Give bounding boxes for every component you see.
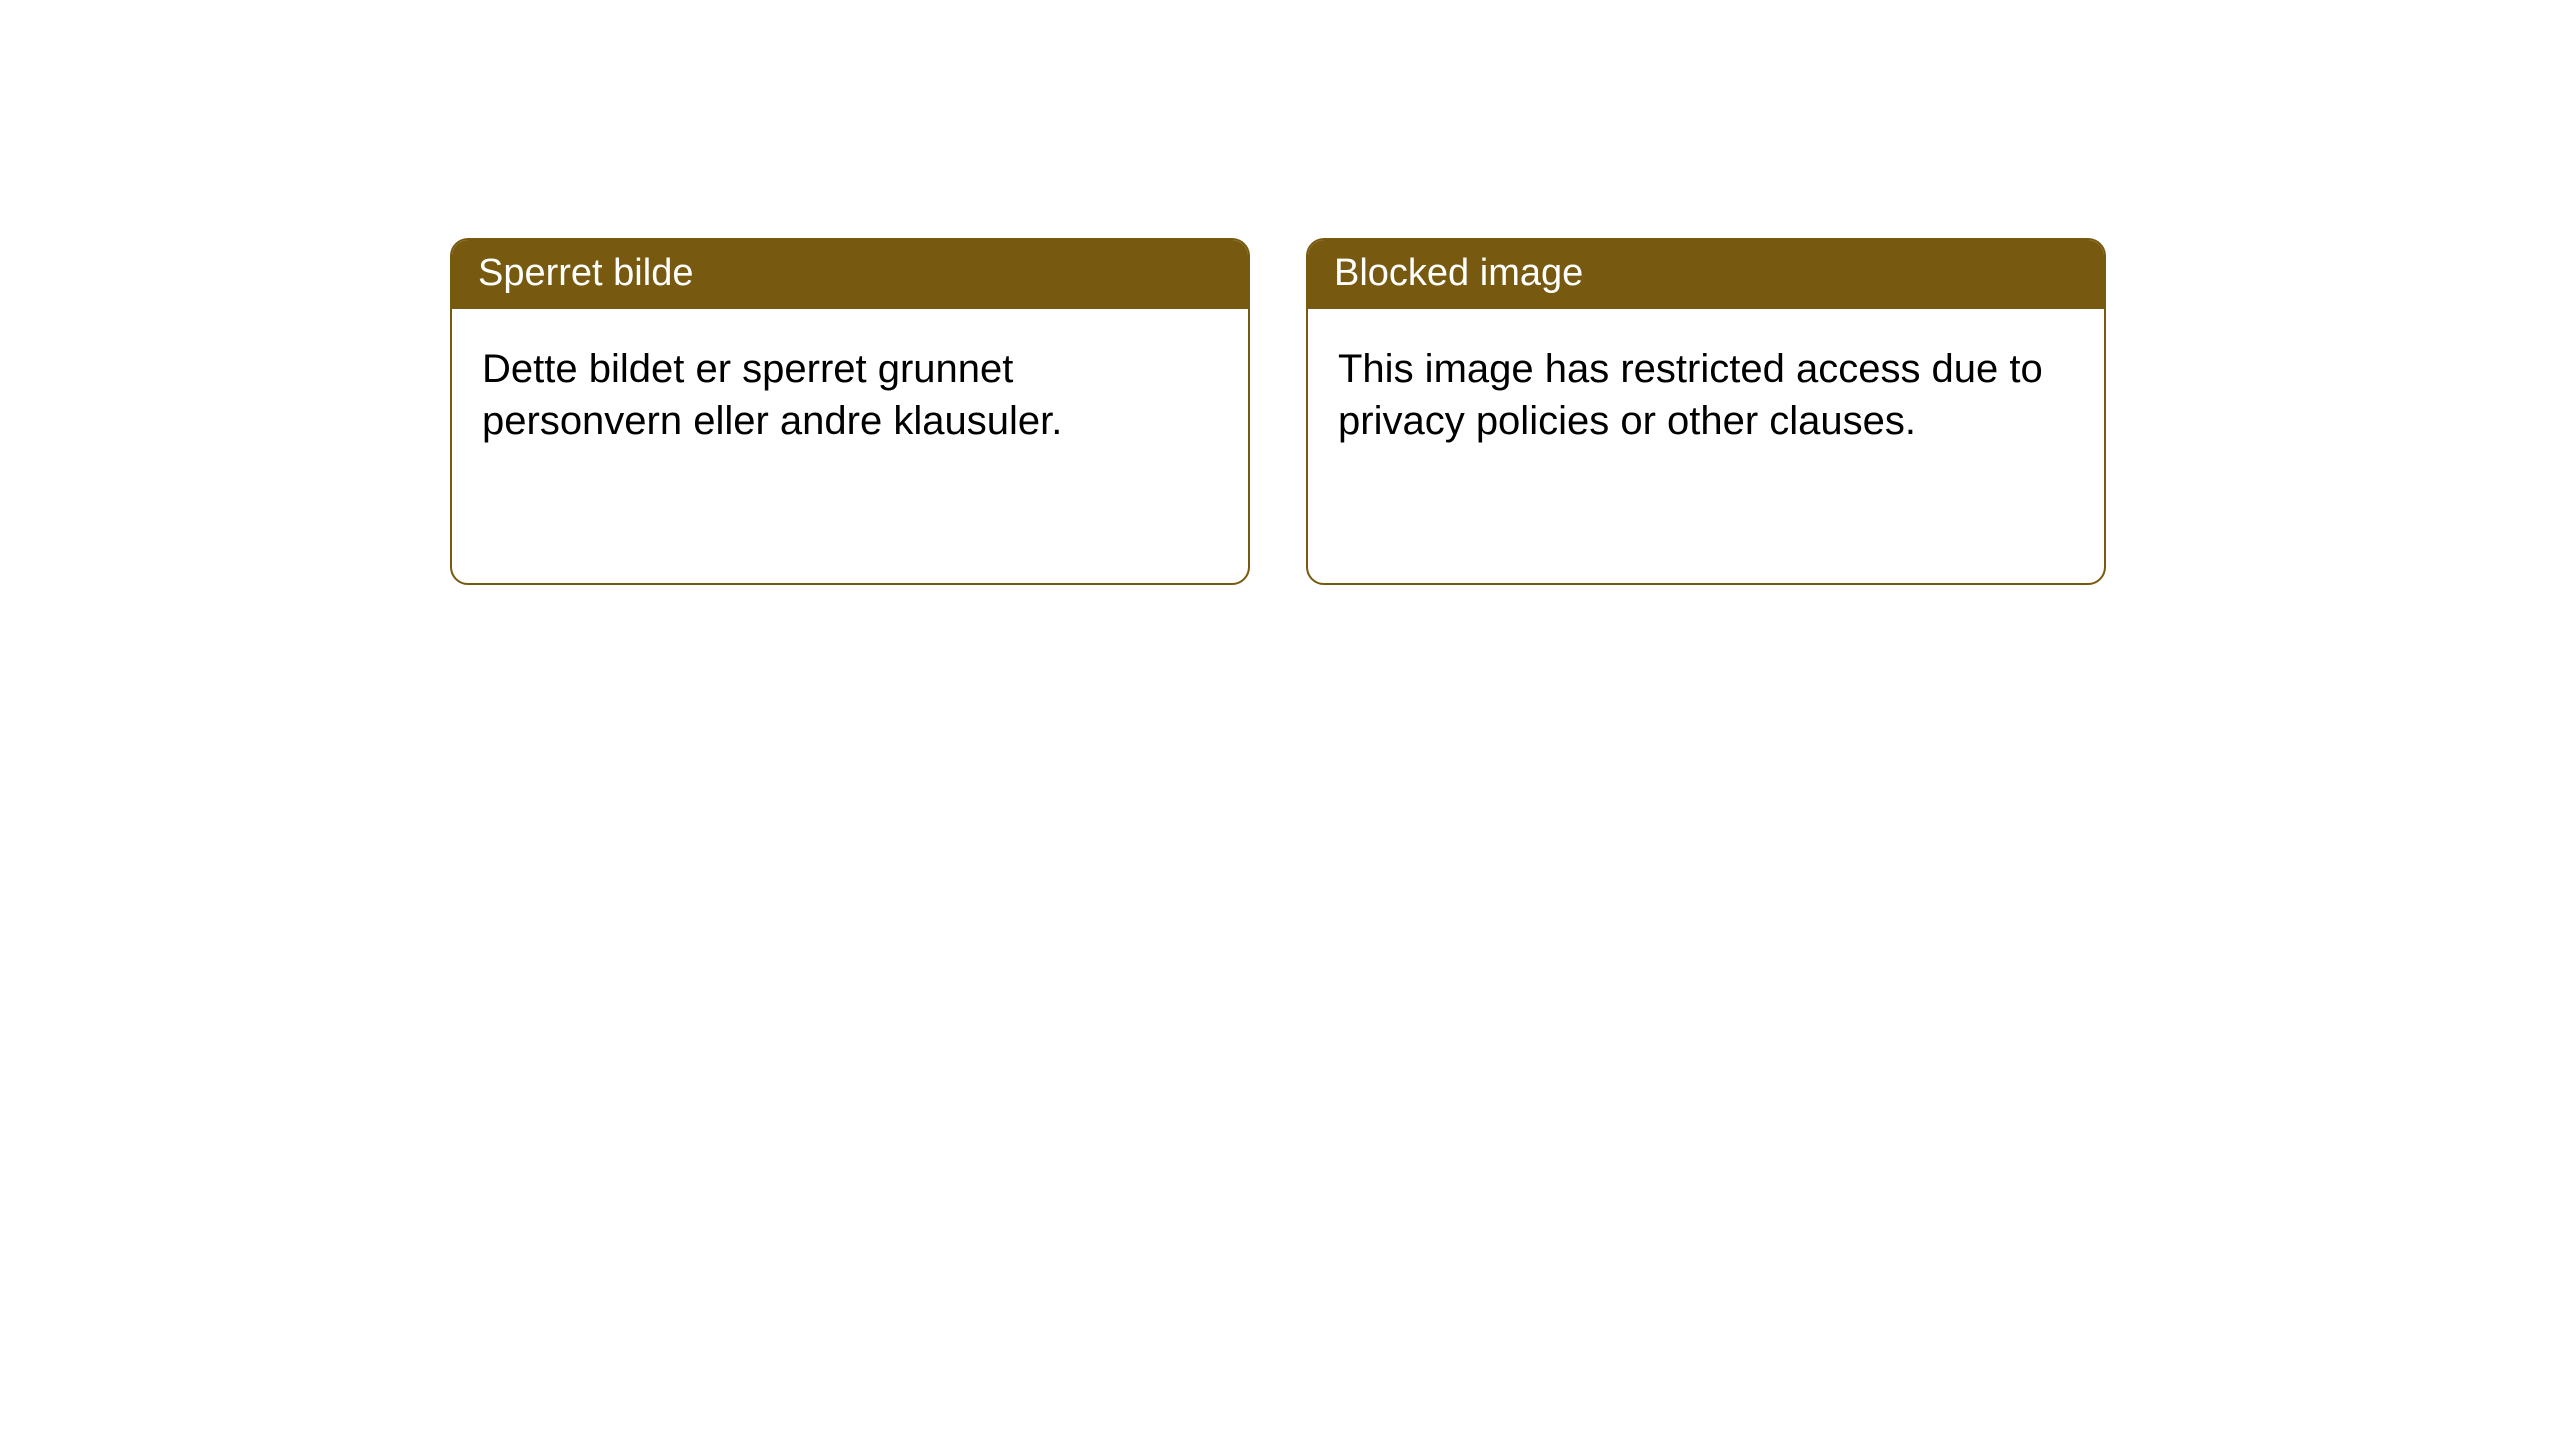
notice-header: Sperret bilde (452, 240, 1248, 309)
notice-body: This image has restricted access due to … (1308, 309, 2104, 583)
notice-body: Dette bildet er sperret grunnet personve… (452, 309, 1248, 583)
notice-body-text: Dette bildet er sperret grunnet personve… (482, 347, 1062, 443)
notice-body-text: This image has restricted access due to … (1338, 347, 2043, 443)
notice-card-norwegian: Sperret bilde Dette bildet er sperret gr… (450, 238, 1250, 585)
notice-title: Sperret bilde (478, 252, 693, 294)
notice-container: Sperret bilde Dette bildet er sperret gr… (0, 0, 2560, 585)
notice-title: Blocked image (1334, 252, 1583, 294)
notice-header: Blocked image (1308, 240, 2104, 309)
notice-card-english: Blocked image This image has restricted … (1306, 238, 2106, 585)
